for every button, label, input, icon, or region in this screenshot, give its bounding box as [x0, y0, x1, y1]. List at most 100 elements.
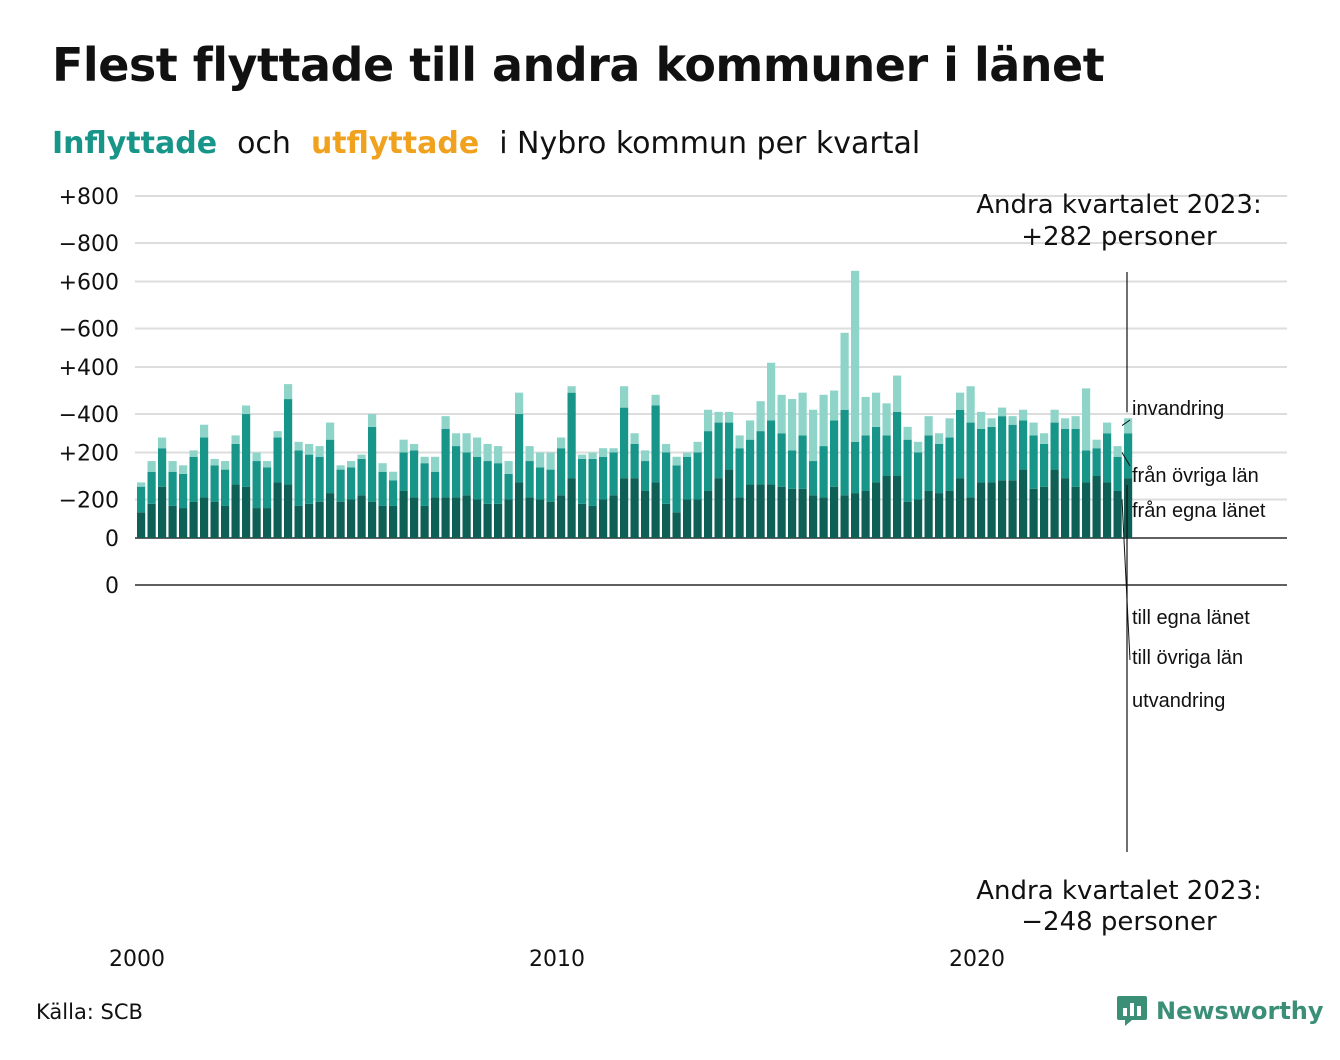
bar-immigration — [546, 452, 555, 470]
bar-from-own-county — [735, 497, 744, 538]
bar-from-own-county — [987, 482, 996, 538]
bar-from-own-county — [305, 503, 314, 538]
bar-from-own-county — [273, 482, 282, 538]
bar-from-other-counties — [431, 471, 440, 498]
subtitle-och: och — [237, 126, 291, 161]
y-tick-label-bottom: −200 — [59, 489, 119, 514]
bar-from-own-county — [504, 499, 513, 538]
bar-from-own-county — [326, 493, 335, 538]
annotation-top-line1: Andra kvartalet 2023: — [976, 190, 1261, 220]
bar-immigration — [1092, 439, 1101, 449]
bar-from-other-counties — [305, 454, 314, 504]
bar-from-own-county — [777, 486, 786, 538]
bar-from-own-county — [903, 501, 912, 538]
bar-from-other-counties — [735, 448, 744, 498]
bar-from-own-county — [189, 501, 198, 538]
bar-from-other-counties — [1061, 428, 1070, 479]
subtitle-rest: i Nybro kommun per kvartal — [499, 126, 921, 161]
bar-immigration — [1029, 422, 1038, 436]
chart-speech-bubble-icon — [1117, 996, 1147, 1026]
segment-pointer-till-ovriga — [1121, 499, 1131, 661]
bar-from-own-county — [1019, 469, 1028, 538]
bar-from-own-county — [452, 497, 461, 538]
bar-from-own-county — [252, 508, 261, 538]
bar-from-other-counties — [798, 435, 807, 489]
bar-immigration — [431, 456, 440, 472]
bar-immigration — [672, 456, 681, 466]
bar-immigration — [914, 441, 923, 453]
bar-immigration — [347, 461, 356, 468]
bar-immigration — [1008, 416, 1017, 425]
bar-immigration — [210, 458, 219, 466]
y-tick-label-top: +400 — [59, 356, 119, 381]
bar-from-other-counties — [620, 407, 629, 479]
y-tick-label-bottom: −400 — [59, 403, 119, 428]
bar-from-own-county — [315, 501, 324, 538]
bar-from-other-counties — [525, 461, 534, 498]
bar-from-other-counties — [158, 448, 167, 487]
bar-from-other-counties — [242, 414, 251, 487]
y-tick-label-top: +200 — [59, 442, 119, 467]
bar-immigration — [378, 463, 387, 472]
bar-from-other-counties — [756, 431, 765, 485]
bar-from-other-counties — [494, 463, 503, 504]
bar-from-own-county — [620, 478, 629, 538]
bar-immigration — [336, 465, 345, 470]
bar-immigration — [452, 433, 461, 447]
bar-from-own-county — [231, 484, 240, 538]
bar-from-own-county — [1082, 482, 1091, 538]
bar-from-own-county — [1092, 476, 1101, 538]
annotation-top-line2: +282 personer — [1021, 222, 1217, 252]
bar-immigration — [326, 422, 335, 440]
bar-from-own-county — [263, 508, 272, 538]
bar-immigration — [966, 386, 975, 423]
bar-from-own-county — [1071, 486, 1080, 538]
bar-immigration — [410, 443, 419, 451]
bar-from-own-county — [536, 499, 545, 538]
bar-immigration — [924, 416, 933, 436]
bar-from-own-county — [368, 501, 377, 538]
bar-from-other-counties — [1019, 420, 1028, 470]
bar-from-own-county — [567, 478, 576, 538]
bar-immigration — [630, 433, 639, 444]
bar-from-other-counties — [578, 458, 587, 504]
bar-immigration — [357, 454, 366, 459]
bar-from-own-county — [347, 499, 356, 538]
bar-from-own-county — [210, 501, 219, 538]
bar-from-other-counties — [137, 486, 146, 513]
bar-from-other-counties — [777, 433, 786, 487]
bar-from-other-counties — [935, 443, 944, 494]
bar-from-other-counties — [641, 461, 650, 491]
bar-from-other-counties — [903, 439, 912, 502]
bar-immigration — [567, 386, 576, 393]
bar-from-own-county — [525, 497, 534, 538]
subtitle-inflyttade: Inflyttade — [52, 126, 218, 161]
bar-from-own-county — [651, 482, 660, 538]
segment-pointer-ovriga — [1121, 452, 1131, 467]
bar-from-other-counties — [462, 452, 471, 496]
bar-immigration — [861, 396, 870, 436]
bar-from-other-counties — [231, 443, 240, 485]
bar-immigration — [147, 461, 156, 472]
bar-from-own-county — [168, 505, 177, 538]
bar-from-other-counties — [1050, 422, 1059, 470]
bar-immigration — [788, 399, 797, 451]
bar-immigration — [987, 418, 996, 427]
bar-from-other-counties — [809, 461, 818, 496]
bar-from-other-counties — [987, 426, 996, 483]
bar-immigration — [693, 441, 702, 453]
y-tick-label-top: 0 — [105, 527, 119, 552]
bar-from-other-counties — [378, 471, 387, 506]
bar-from-other-counties — [441, 428, 450, 498]
bar-from-other-counties — [1103, 433, 1112, 483]
bar-immigration — [473, 437, 482, 457]
bar-immigration — [840, 332, 849, 410]
bar-immigration — [368, 414, 377, 427]
source-label: Källa: SCB — [36, 1000, 143, 1024]
bar-from-own-county — [788, 488, 797, 538]
bar-immigration — [1103, 422, 1112, 434]
bar-immigration — [683, 452, 692, 457]
bar-immigration — [399, 439, 408, 453]
bar-from-own-county — [473, 499, 482, 538]
